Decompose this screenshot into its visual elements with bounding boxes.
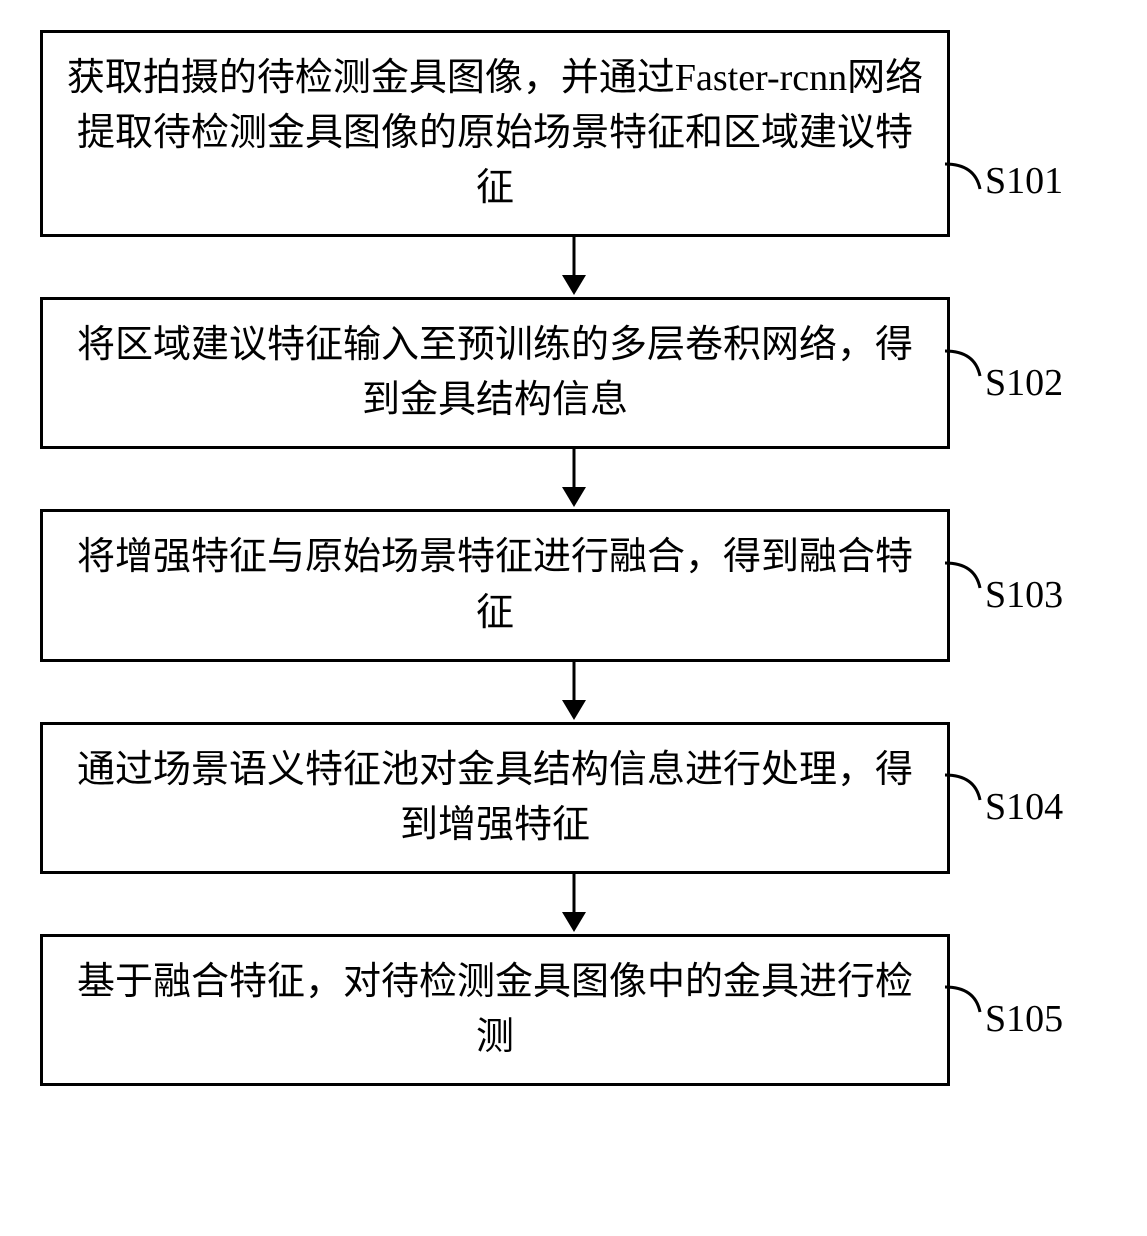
arrow-container [119,874,1029,934]
step-text: 获取拍摄的待检测金具图像，并通过Faster-rcnn网络提取待检测金具图像的原… [67,57,923,209]
step-box-s103: 将增强特征与原始场景特征进行融合，得到融合特征 [40,509,950,661]
label-wrapper: S102 [945,301,1063,446]
step-label: S103 [985,573,1063,617]
arrow-container [119,662,1029,722]
step-text: 将增强特征与原始场景特征进行融合，得到融合特征 [77,536,913,633]
step-row: 将区域建议特征输入至预训练的多层卷积网络，得到金具结构信息 S102 [40,297,1107,449]
label-wrapper: S103 [945,513,1063,658]
step-box-s101: 获取拍摄的待检测金具图像，并通过Faster-rcnn网络提取待检测金具图像的原… [40,30,950,237]
step-label: S104 [985,785,1063,829]
curve-connector-icon [945,34,990,234]
curve-connector-icon [945,937,990,1082]
step-label: S101 [985,159,1063,203]
step-text: 基于融合特征，对待检测金具图像中的金具进行检测 [77,961,913,1058]
arrow-down-icon [554,874,594,934]
step-row: 获取拍摄的待检测金具图像，并通过Faster-rcnn网络提取待检测金具图像的原… [40,30,1107,237]
flowchart-container: 获取拍摄的待检测金具图像，并通过Faster-rcnn网络提取待检测金具图像的原… [40,30,1107,1086]
step-box-s105: 基于融合特征，对待检测金具图像中的金具进行检测 [40,934,950,1086]
curve-connector-icon [945,725,990,870]
step-text: 将区域建议特征输入至预训练的多层卷积网络，得到金具结构信息 [77,324,913,421]
step-box-s102: 将区域建议特征输入至预训练的多层卷积网络，得到金具结构信息 [40,297,950,449]
step-label: S102 [985,361,1063,405]
curve-connector-icon [945,513,990,658]
step-box-s104: 通过场景语义特征池对金具结构信息进行处理，得到增强特征 [40,722,950,874]
step-row: 基于融合特征，对待检测金具图像中的金具进行检测 S105 [40,934,1107,1086]
arrow-down-icon [554,662,594,722]
curve-connector-icon [945,301,990,446]
label-wrapper: S104 [945,725,1063,870]
arrow-container [119,449,1029,509]
step-text: 通过场景语义特征池对金具结构信息进行处理，得到增强特征 [77,749,913,846]
arrow-container [119,237,1029,297]
step-label: S105 [985,997,1063,1041]
arrow-down-icon [554,237,594,297]
label-wrapper: S105 [945,937,1063,1082]
step-row: 将增强特征与原始场景特征进行融合，得到融合特征 S103 [40,509,1107,661]
arrow-down-icon [554,449,594,509]
label-wrapper: S101 [945,34,1063,234]
step-row: 通过场景语义特征池对金具结构信息进行处理，得到增强特征 S104 [40,722,1107,874]
